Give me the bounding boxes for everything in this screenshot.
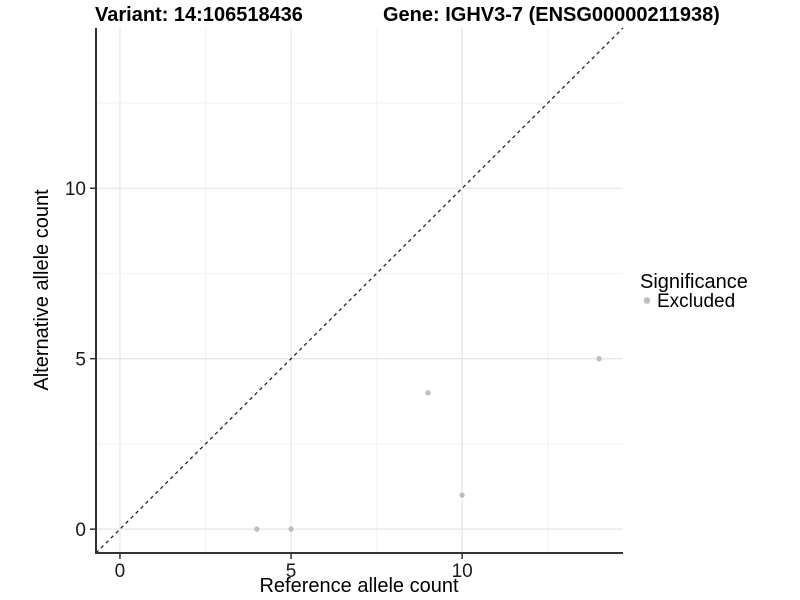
y-axis-ticks: 0 5 10 — [65, 179, 95, 541]
y-tick-label: 10 — [65, 179, 86, 200]
data-point-excluded — [459, 492, 465, 498]
data-point-excluded — [596, 355, 602, 362]
y-tick-label: 0 — [75, 520, 86, 541]
y-axis-title: Alternative allele count — [31, 189, 53, 391]
gridlines-minor — [96, 28, 623, 553]
y-tick-label: 5 — [75, 350, 86, 371]
x-tick-label: 5 — [286, 561, 297, 582]
data-points — [254, 355, 602, 532]
gridlines-major — [96, 28, 623, 553]
legend-key-excluded-icon — [643, 297, 651, 304]
x-axis-ticks: 0 5 10 — [115, 554, 473, 582]
legend-label-excluded: Excluded — [657, 291, 735, 312]
identity-dashed-line — [95, 27, 624, 554]
legend: Significance Excluded — [640, 271, 748, 312]
x-axis-title: Reference allele count — [259, 575, 458, 597]
data-point-excluded — [425, 390, 431, 396]
identity-line — [95, 27, 624, 554]
data-point-excluded — [288, 526, 294, 532]
plot-title-variant: Variant: 14:106518436 — [95, 4, 303, 26]
x-tick-label: 0 — [115, 561, 126, 582]
x-tick-label: 10 — [452, 561, 473, 582]
legend-title: Significance — [640, 271, 748, 293]
data-point-excluded — [254, 526, 260, 532]
plot-title-gene: Gene: IGHV3-7 (ENSG00000211938) — [383, 4, 720, 26]
axis-lines — [95, 28, 623, 554]
